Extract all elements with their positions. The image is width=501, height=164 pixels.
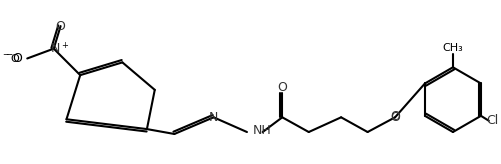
Text: O: O bbox=[278, 81, 287, 94]
Text: +: + bbox=[62, 41, 69, 50]
Text: O: O bbox=[390, 110, 400, 123]
Text: O: O bbox=[390, 111, 400, 124]
Text: $^{-}$O: $^{-}$O bbox=[6, 52, 25, 65]
Text: O: O bbox=[56, 20, 66, 33]
Text: CH₃: CH₃ bbox=[442, 43, 463, 53]
Text: N: N bbox=[209, 111, 218, 124]
Text: Cl: Cl bbox=[486, 114, 498, 127]
Text: $^-$O: $^-$O bbox=[2, 52, 22, 64]
Text: N: N bbox=[51, 42, 61, 55]
Text: NH: NH bbox=[253, 123, 272, 137]
